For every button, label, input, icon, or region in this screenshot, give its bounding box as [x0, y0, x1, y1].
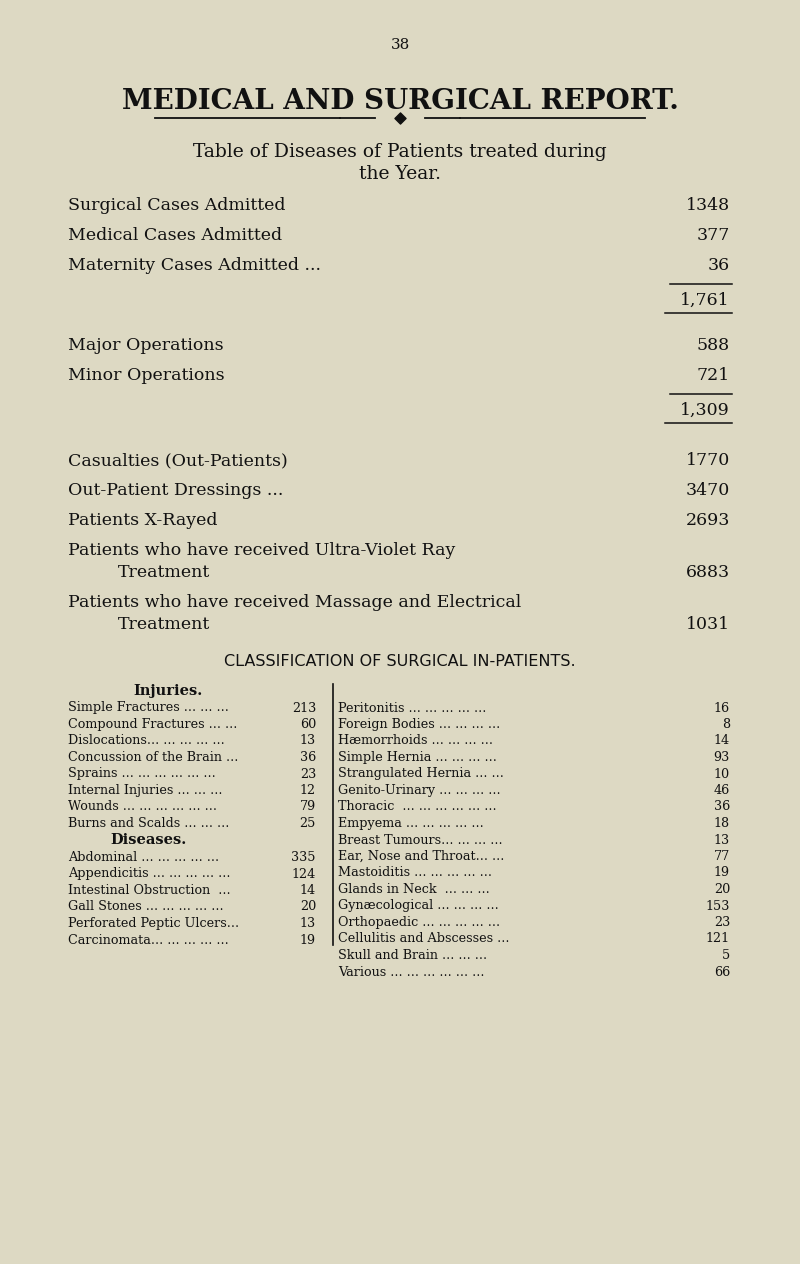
Text: Skull and Brain ... ... ...: Skull and Brain ... ... ... [338, 949, 487, 962]
Text: Diseases.: Diseases. [110, 833, 186, 847]
Text: 1,761: 1,761 [680, 292, 730, 308]
Text: Injuries.: Injuries. [134, 684, 202, 698]
Text: 79: 79 [300, 800, 316, 814]
Text: 377: 377 [697, 228, 730, 244]
Text: Maternity Cases Admitted ...: Maternity Cases Admitted ... [68, 257, 321, 274]
Text: 1031: 1031 [686, 616, 730, 633]
Text: Genito-Urinary ... ... ... ...: Genito-Urinary ... ... ... ... [338, 784, 501, 798]
Text: Treatment: Treatment [118, 616, 210, 633]
Text: Burns and Scalds ... ... ...: Burns and Scalds ... ... ... [68, 817, 230, 830]
Text: 5: 5 [722, 949, 730, 962]
Text: 1348: 1348 [686, 197, 730, 214]
Text: 213: 213 [292, 702, 316, 714]
Text: 3470: 3470 [686, 482, 730, 499]
Text: Table of Diseases of Patients treated during: Table of Diseases of Patients treated du… [193, 143, 607, 161]
Text: 18: 18 [714, 817, 730, 830]
Text: MEDICAL AND SURGICAL REPORT.: MEDICAL AND SURGICAL REPORT. [122, 88, 678, 115]
Text: Major Operations: Major Operations [68, 337, 224, 354]
Text: 60: 60 [300, 718, 316, 731]
Text: Patients X-Rayed: Patients X-Rayed [68, 512, 218, 530]
Text: 36: 36 [714, 800, 730, 814]
Text: 77: 77 [714, 849, 730, 863]
Text: 36: 36 [300, 751, 316, 763]
Text: 25: 25 [300, 817, 316, 830]
Text: Dislocations... ... ... ... ...: Dislocations... ... ... ... ... [68, 734, 225, 747]
Text: 19: 19 [300, 934, 316, 947]
Text: Orthopaedic ... ... ... ... ...: Orthopaedic ... ... ... ... ... [338, 916, 500, 929]
Text: Ear, Nose and Throat... ...: Ear, Nose and Throat... ... [338, 849, 504, 863]
Text: 588: 588 [697, 337, 730, 354]
Text: 93: 93 [714, 751, 730, 763]
Text: Internal Injuries ... ... ...: Internal Injuries ... ... ... [68, 784, 222, 798]
Text: Glands in Neck  ... ... ...: Glands in Neck ... ... ... [338, 884, 490, 896]
Text: 46: 46 [714, 784, 730, 798]
Text: Intestinal Obstruction  ...: Intestinal Obstruction ... [68, 884, 230, 897]
Text: 16: 16 [714, 702, 730, 714]
Text: Breast Tumours... ... ... ...: Breast Tumours... ... ... ... [338, 833, 502, 847]
Text: Gall Stones ... ... ... ... ...: Gall Stones ... ... ... ... ... [68, 900, 224, 914]
Text: 14: 14 [300, 884, 316, 897]
Text: Thoracic  ... ... ... ... ... ...: Thoracic ... ... ... ... ... ... [338, 800, 497, 814]
Text: Minor Operations: Minor Operations [68, 367, 225, 384]
Text: 1,309: 1,309 [680, 402, 730, 418]
Text: Casualties (Out-Patients): Casualties (Out-Patients) [68, 453, 288, 469]
Text: 23: 23 [300, 767, 316, 780]
Text: Empyema ... ... ... ... ...: Empyema ... ... ... ... ... [338, 817, 484, 830]
Text: 8: 8 [722, 718, 730, 731]
Text: 153: 153 [706, 900, 730, 913]
Text: Cellulitis and Abscesses ...: Cellulitis and Abscesses ... [338, 933, 510, 945]
Text: 721: 721 [697, 367, 730, 384]
Text: Patients who have received Massage and Electrical: Patients who have received Massage and E… [68, 594, 522, 611]
Text: Sprains ... ... ... ... ... ...: Sprains ... ... ... ... ... ... [68, 767, 216, 780]
Text: 121: 121 [706, 933, 730, 945]
Text: Out-Patient Dressings ...: Out-Patient Dressings ... [68, 482, 283, 499]
Text: Concussion of the Brain ...: Concussion of the Brain ... [68, 751, 238, 763]
Text: 10: 10 [714, 767, 730, 780]
Text: Treatment: Treatment [118, 564, 210, 581]
Text: Compound Fractures ... ...: Compound Fractures ... ... [68, 718, 238, 731]
Text: Gynæcological ... ... ... ...: Gynæcological ... ... ... ... [338, 900, 498, 913]
Text: 13: 13 [300, 916, 316, 930]
Text: Abdominal ... ... ... ... ...: Abdominal ... ... ... ... ... [68, 851, 219, 865]
Text: 20: 20 [300, 900, 316, 914]
Text: Strangulated Hernia ... ...: Strangulated Hernia ... ... [338, 767, 504, 780]
Text: 23: 23 [714, 916, 730, 929]
Text: Carcinomata... ... ... ... ...: Carcinomata... ... ... ... ... [68, 934, 229, 947]
Text: Mastoiditis ... ... ... ... ...: Mastoiditis ... ... ... ... ... [338, 867, 492, 880]
Text: 38: 38 [390, 38, 410, 52]
Text: 19: 19 [714, 867, 730, 880]
Text: Patients who have received Ultra-Violet Ray: Patients who have received Ultra-Violet … [68, 542, 455, 559]
Text: 12: 12 [300, 784, 316, 798]
Text: Appendicitis ... ... ... ... ...: Appendicitis ... ... ... ... ... [68, 867, 230, 881]
Text: Various ... ... ... ... ... ...: Various ... ... ... ... ... ... [338, 966, 485, 978]
Text: 36: 36 [708, 257, 730, 274]
Text: 6883: 6883 [686, 564, 730, 581]
Text: 335: 335 [291, 851, 316, 865]
Text: 14: 14 [714, 734, 730, 747]
Text: 2693: 2693 [686, 512, 730, 530]
Text: Foreign Bodies ... ... ... ...: Foreign Bodies ... ... ... ... [338, 718, 500, 731]
Text: Surgical Cases Admitted: Surgical Cases Admitted [68, 197, 286, 214]
Text: Peritonitis ... ... ... ... ...: Peritonitis ... ... ... ... ... [338, 702, 486, 714]
Text: 124: 124 [292, 867, 316, 881]
Text: Hæmorrhoids ... ... ... ...: Hæmorrhoids ... ... ... ... [338, 734, 493, 747]
Text: 13: 13 [300, 734, 316, 747]
Text: 66: 66 [714, 966, 730, 978]
Text: Simple Hernia ... ... ... ...: Simple Hernia ... ... ... ... [338, 751, 497, 763]
Text: Wounds ... ... ... ... ... ...: Wounds ... ... ... ... ... ... [68, 800, 217, 814]
Text: 20: 20 [714, 884, 730, 896]
Text: Medical Cases Admitted: Medical Cases Admitted [68, 228, 282, 244]
Text: Perforated Peptic Ulcers...: Perforated Peptic Ulcers... [68, 916, 239, 930]
Text: 13: 13 [714, 833, 730, 847]
Text: CLASSIFICATION OF SURGICAL IN-PATIENTS.: CLASSIFICATION OF SURGICAL IN-PATIENTS. [224, 653, 576, 669]
Text: 1770: 1770 [686, 453, 730, 469]
Text: Simple Fractures ... ... ...: Simple Fractures ... ... ... [68, 702, 229, 714]
Text: the Year.: the Year. [359, 166, 441, 183]
